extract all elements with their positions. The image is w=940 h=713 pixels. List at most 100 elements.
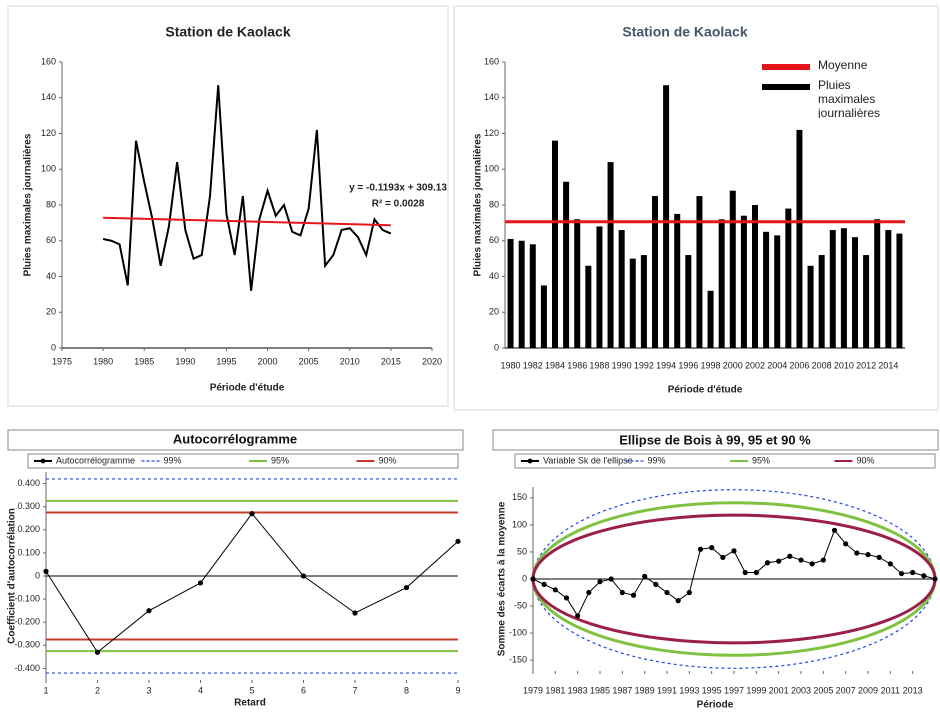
x-tick-label: 2002 — [745, 360, 765, 370]
y-tick-label: -0.100 — [14, 593, 40, 603]
x-tick-label: 1995 — [702, 685, 722, 695]
y-axis-label: Coefficient d'autocorrélation — [7, 508, 18, 644]
bar — [618, 230, 625, 348]
bar — [785, 208, 792, 348]
data-point — [94, 649, 101, 655]
bar — [840, 228, 847, 348]
x-tick-label: 1990 — [175, 356, 195, 366]
x-tick-label: 1994 — [656, 360, 676, 370]
data-point — [809, 561, 815, 567]
annotation: R² = 0.0028 — [372, 199, 425, 210]
data-point — [630, 592, 637, 598]
data-point — [887, 561, 893, 567]
x-tick-label: 8 — [404, 685, 409, 695]
data-point — [697, 546, 704, 552]
y-tick-label: 80 — [46, 199, 56, 209]
x-tick-label: 1995 — [216, 356, 236, 366]
x-tick-label: 2012 — [856, 360, 876, 370]
bar — [863, 255, 870, 348]
x-tick-label: 1983 — [568, 685, 588, 695]
x-tick-label: 2015 — [381, 356, 401, 366]
y-tick-label: -0.300 — [14, 640, 40, 650]
y-tick-label: 0.100 — [17, 547, 40, 557]
bar — [563, 181, 570, 348]
x-tick-label: 2014 — [878, 360, 898, 370]
data-point — [642, 573, 648, 579]
x-tick-label: 1980 — [501, 360, 521, 370]
y-tick-label: 120 — [484, 128, 499, 138]
x-tick-label: 2003 — [791, 685, 811, 695]
bar — [507, 238, 514, 348]
data-point — [742, 569, 748, 576]
x-tick-label: 1996 — [678, 360, 698, 370]
data-point — [876, 554, 882, 560]
legend-label: 99% — [648, 455, 666, 465]
data-point — [575, 613, 581, 619]
y-tick-label: 0.200 — [17, 524, 40, 534]
data-point — [787, 553, 793, 559]
x-tick-label: 1985 — [134, 356, 154, 366]
x-tick-label: 2009 — [858, 685, 878, 695]
legend-label: 90% — [379, 455, 397, 465]
x-tick-label: 2001 — [769, 685, 789, 695]
title-box — [7, 429, 464, 451]
legend-marker — [40, 458, 46, 464]
data-point — [675, 598, 681, 604]
y-tick-label: 20 — [46, 307, 56, 317]
y-tick-label: 160 — [41, 56, 56, 66]
bar — [729, 190, 736, 348]
y-tick-label: 40 — [46, 271, 56, 281]
data-point — [854, 550, 860, 556]
bar — [763, 231, 770, 348]
x-tick-label: 2008 — [812, 360, 832, 370]
panel-frame — [453, 5, 939, 411]
bar — [663, 85, 670, 349]
x-tick-label: 1989 — [635, 685, 655, 695]
x-tick-label: 2005 — [299, 356, 319, 366]
x-tick-label: 2000 — [723, 360, 743, 370]
y-axis-label: Pluies maximales journalières — [473, 133, 484, 276]
data-point — [776, 558, 782, 564]
data-point — [731, 548, 737, 554]
y-tick-label: 160 — [484, 56, 499, 66]
trend-line — [103, 216, 391, 227]
data-point — [249, 510, 255, 517]
x-tick-label: 9 — [455, 685, 460, 695]
legend-label: 99% — [164, 455, 182, 465]
y-axis-label: Somme des écarts à la moyenne — [497, 501, 508, 656]
data-point — [843, 541, 849, 547]
x-tick-label: 3 — [146, 685, 151, 695]
bar — [807, 265, 814, 348]
legend-label: Pluies maximales journalières — [818, 78, 881, 118]
bar — [707, 290, 714, 348]
x-tick-label: 1984 — [545, 360, 565, 370]
chart-title: Station de Kaolack — [165, 24, 290, 40]
y-tick-label: -50 — [514, 600, 527, 610]
bar — [829, 230, 836, 348]
bar — [540, 285, 547, 348]
x-tick-label: 1991 — [657, 685, 677, 695]
y-tick-label: 0 — [51, 342, 56, 352]
y-tick-label: 60 — [489, 235, 499, 245]
x-tick-label: 1 — [43, 685, 48, 695]
y-tick-label: 120 — [41, 128, 56, 138]
legend-swatch — [762, 84, 810, 90]
x-tick-label: 2011 — [881, 685, 900, 695]
x-tick-label: 1992 — [634, 360, 654, 370]
data-point — [619, 589, 625, 596]
x-axis-label: Retard — [234, 698, 266, 709]
y-tick-label: 50 — [517, 546, 527, 556]
x-tick-label: 1985 — [590, 685, 610, 695]
data-point — [197, 580, 204, 586]
bar — [718, 219, 725, 348]
data-point — [709, 545, 715, 551]
chart-title: Ellipse de Bois à 99, 95 et 90 % — [619, 432, 811, 447]
data-point — [910, 569, 916, 576]
y-tick-label: -0.400 — [14, 663, 40, 673]
data-point — [455, 538, 461, 544]
data-line — [532, 529, 936, 617]
bar — [685, 255, 692, 348]
data-point — [653, 581, 659, 588]
y-axis-label: Pluies maximales journalières — [23, 133, 34, 276]
bar — [818, 255, 825, 348]
